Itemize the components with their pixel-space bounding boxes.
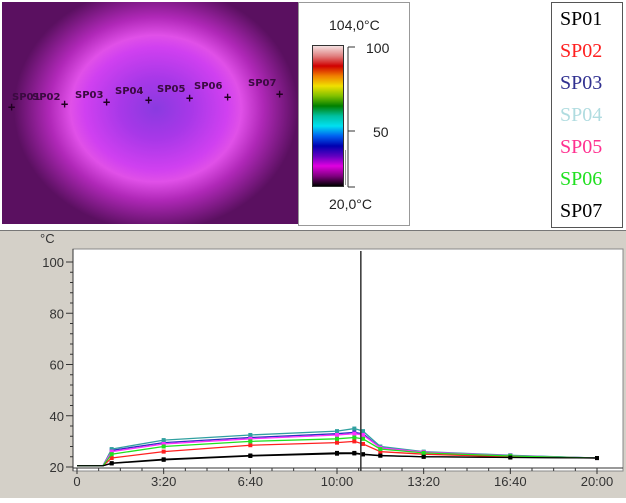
y-tick-label: 100 xyxy=(42,255,64,270)
x-tick-label: 20:00 xyxy=(581,474,614,489)
chart-panel: °C 20 40 60 80 100 0 3:20 6:40 10:00 13:20 16:40 20:… xyxy=(0,230,626,498)
data-point-sp05 xyxy=(335,432,339,437)
data-point-sp05 xyxy=(248,436,253,441)
spot-label-sp04: SP04 xyxy=(115,86,144,97)
spot-marker-sp06[interactable]: + xyxy=(224,90,232,104)
y-axis-unit: °C xyxy=(40,231,55,246)
legend-item-sp06: SP06 xyxy=(560,168,603,190)
data-point-sp02 xyxy=(378,449,383,454)
data-point-sp02 xyxy=(335,440,339,445)
scale-ticks xyxy=(345,46,355,188)
spot-label-sp07: SP07 xyxy=(248,78,277,89)
data-point-sp07 xyxy=(378,453,383,458)
data-point-sp06 xyxy=(378,447,383,452)
y-tick-label: 60 xyxy=(50,358,64,373)
data-point-sp07 xyxy=(508,455,513,460)
data-point-sp06 xyxy=(248,439,253,444)
thermal-image: SP01 + SP02 + SP03 + SP04 + SP05 + SP06 + SP07 + xyxy=(2,2,298,224)
data-point-sp05 xyxy=(361,432,365,437)
x-tick-label: 10:00 xyxy=(321,474,354,489)
data-point-sp07 xyxy=(248,453,253,458)
data-point-sp04 xyxy=(352,426,357,431)
spot-marker-sp03[interactable]: + xyxy=(103,95,111,109)
legend-item-sp03: SP03 xyxy=(560,72,603,94)
data-point-sp07 xyxy=(352,451,357,456)
data-point-sp06 xyxy=(361,436,365,441)
temperature-chart: °C 20 40 60 80 100 0 3:20 6:40 10:00 13:20 16:40 20:… xyxy=(40,231,624,489)
data-point-sp04 xyxy=(161,438,166,443)
data-point-sp06 xyxy=(421,450,426,455)
data-point-sp05 xyxy=(161,441,166,446)
scale-min: 20,0°C xyxy=(329,196,372,212)
x-tick-label: 3:20 xyxy=(151,474,176,489)
scale-tick-100: 100 xyxy=(366,40,390,56)
spot-label-sp05: SP05 xyxy=(157,84,186,95)
spot-marker-sp05[interactable]: + xyxy=(186,91,194,105)
data-point-sp05 xyxy=(352,431,357,436)
data-point-sp02 xyxy=(109,456,114,461)
spot-marker-sp07[interactable]: + xyxy=(276,87,284,101)
y-tick-label: 80 xyxy=(50,306,64,321)
legend-item-sp02: SP02 xyxy=(560,40,603,62)
legend-item-sp05: SP05 xyxy=(560,136,603,158)
spot-marker-sp01[interactable]: + xyxy=(8,100,16,114)
spot-label-sp03: SP03 xyxy=(75,90,104,101)
data-point-sp04 xyxy=(109,447,114,452)
data-point-sp04 xyxy=(335,429,339,434)
spot-label-sp01: SP01 xyxy=(12,92,41,103)
y-tick-label: 20 xyxy=(50,460,64,475)
data-point-sp02 xyxy=(161,449,166,454)
x-tick-label: 13:20 xyxy=(407,474,440,489)
data-point-sp06 xyxy=(161,444,166,449)
data-point-sp02 xyxy=(352,439,357,444)
legend-item-sp07: SP07 xyxy=(560,200,603,222)
data-point-sp07 xyxy=(421,454,426,459)
color-scale-panel: 104,0°C 100 50 20,0°C xyxy=(298,2,410,226)
scale-tick-50: 50 xyxy=(373,124,389,140)
spot-label-sp02: SP02 xyxy=(32,92,61,103)
data-point-sp05 xyxy=(109,449,114,454)
x-tick-label: 6:40 xyxy=(238,474,263,489)
x-tick-label: 0 xyxy=(73,474,80,489)
scale-max: 104,0°C xyxy=(329,17,380,33)
color-scale-bar xyxy=(312,45,344,187)
x-tick-label: 16:40 xyxy=(494,474,527,489)
data-point-sp07 xyxy=(335,451,339,456)
data-point-sp07 xyxy=(109,461,114,466)
data-point-sp07 xyxy=(161,457,166,462)
data-point-sp06 xyxy=(109,452,114,457)
spot-label-sp06: SP06 xyxy=(194,81,223,92)
y-tick-label: 40 xyxy=(50,409,64,424)
data-point-sp06 xyxy=(335,436,339,441)
data-point-sp02 xyxy=(361,441,365,446)
spot-marker-sp04[interactable]: + xyxy=(145,93,153,107)
data-point-sp04 xyxy=(248,432,253,437)
data-point-sp06 xyxy=(352,435,357,440)
legend: SP01 SP02 SP03 SP04 SP05 SP06 SP07 xyxy=(551,2,623,228)
data-point-sp07 xyxy=(361,452,365,457)
legend-item-sp01: SP01 xyxy=(560,8,603,30)
legend-item-sp04: SP04 xyxy=(560,104,603,126)
data-point-sp04 xyxy=(361,429,365,434)
data-point-sp07 xyxy=(595,456,599,461)
spot-marker-sp02[interactable]: + xyxy=(61,97,69,111)
data-point-sp02 xyxy=(248,443,253,448)
